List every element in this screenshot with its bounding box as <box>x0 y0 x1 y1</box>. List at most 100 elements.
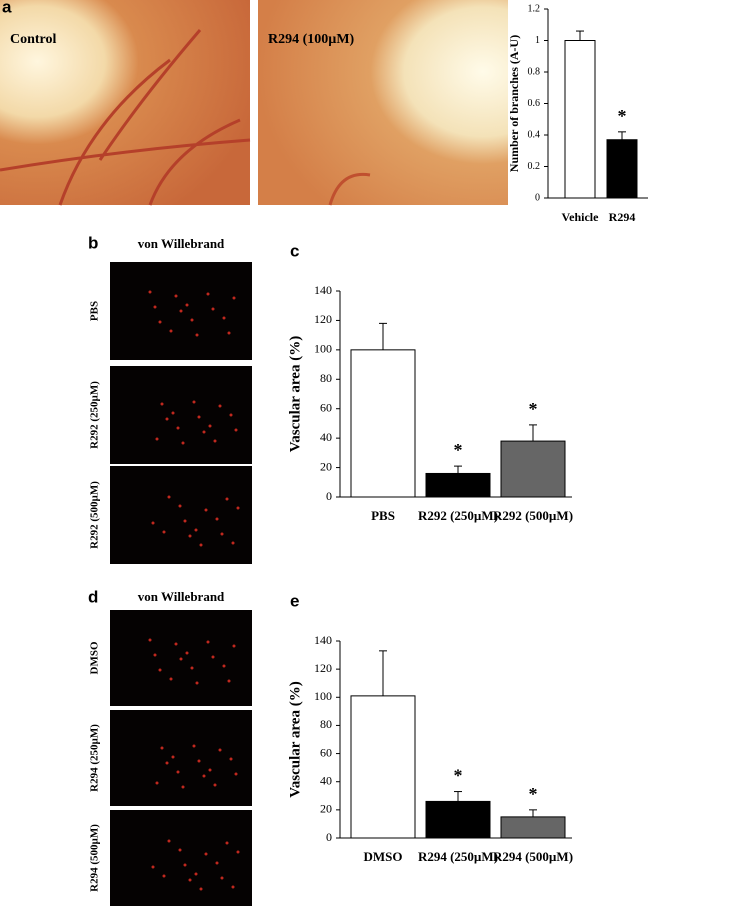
y-axis-label: Number of branches (A-U) <box>507 35 521 172</box>
stain <box>167 839 171 843</box>
x-tick-label: DMSO <box>364 849 403 864</box>
vessels <box>328 172 371 206</box>
stain <box>169 329 173 333</box>
y-tick-label: 120 <box>314 661 332 675</box>
stain <box>167 495 171 499</box>
panel-letter: d <box>88 587 98 606</box>
row-label: R294 (500µM) <box>89 824 101 892</box>
y-tick-label: 0.4 <box>528 129 541 140</box>
annotation: * <box>529 784 538 804</box>
stain <box>204 852 208 856</box>
stain <box>236 506 240 510</box>
y-tick-label: 100 <box>314 689 332 703</box>
y-tick-label: 120 <box>314 312 332 326</box>
photo-r294 <box>258 0 508 205</box>
stain <box>153 305 157 309</box>
image-label: Control <box>10 32 57 47</box>
stain <box>206 292 210 296</box>
annotation: * <box>529 399 538 419</box>
stain <box>174 294 178 298</box>
y-tick-label: 60 <box>320 400 332 414</box>
stain <box>155 437 159 441</box>
stain <box>192 400 196 404</box>
bar <box>500 816 566 839</box>
y-tick-label: 100 <box>314 342 332 356</box>
stain <box>232 296 236 300</box>
bar <box>425 800 491 839</box>
panel-letter: b <box>88 233 98 252</box>
stain <box>231 885 235 889</box>
stain <box>165 761 169 765</box>
stain <box>213 439 217 443</box>
stain <box>183 863 187 867</box>
y-tick-label: 1 <box>535 35 540 46</box>
y-tick-label: 20 <box>320 459 332 473</box>
stain <box>160 746 164 750</box>
micrograph <box>110 810 252 906</box>
photo-control <box>0 0 250 205</box>
bar <box>350 695 416 839</box>
bar <box>350 349 416 498</box>
stain <box>162 530 166 534</box>
stain <box>194 528 198 532</box>
stain <box>178 848 182 852</box>
x-tick-label: R294 (250µM) <box>418 849 498 864</box>
stain <box>199 887 203 891</box>
stain <box>195 681 199 685</box>
stain <box>171 755 175 759</box>
row-label: PBS <box>89 301 101 321</box>
stain <box>218 404 222 408</box>
stain <box>165 417 169 421</box>
stain <box>195 333 199 337</box>
stain <box>183 519 187 523</box>
row-label: R292 (500µM) <box>89 481 101 549</box>
y-tick-label: 40 <box>320 773 332 787</box>
stain <box>192 744 196 748</box>
row-label: R294 (250µM) <box>89 724 101 792</box>
stain <box>148 638 152 642</box>
stain <box>194 872 198 876</box>
y-axis-label: Vascular area (%) <box>287 336 303 452</box>
stain <box>155 781 159 785</box>
row-label: DMSO <box>89 641 101 674</box>
stain <box>197 415 201 419</box>
stain <box>188 878 192 882</box>
bar <box>500 440 566 498</box>
micrograph <box>110 366 252 464</box>
stain <box>215 517 219 521</box>
stain <box>185 651 189 655</box>
y-tick-label: 1.2 <box>528 3 541 14</box>
row-label: R292 (250µM) <box>89 381 101 449</box>
stain <box>211 655 215 659</box>
y-tick-label: 80 <box>320 371 332 385</box>
annotation: * <box>454 440 463 460</box>
stain <box>151 521 155 525</box>
stain <box>234 772 238 776</box>
stain <box>222 316 226 320</box>
bar <box>425 472 491 498</box>
stain <box>190 666 194 670</box>
panel-letter: a <box>2 0 12 16</box>
x-tick-label: R292 (250µM) <box>418 508 498 523</box>
micrograph <box>110 466 252 564</box>
y-tick-label: 0.6 <box>528 98 541 109</box>
y-tick-label: 20 <box>320 802 332 816</box>
stain <box>171 411 175 415</box>
stain <box>236 850 240 854</box>
stain <box>231 541 235 545</box>
y-tick-label: 40 <box>320 430 332 444</box>
stain <box>178 504 182 508</box>
stain <box>227 331 231 335</box>
stain <box>215 861 219 865</box>
stain <box>179 657 183 661</box>
stain <box>232 644 236 648</box>
x-tick-label: R292 (500µM) <box>493 508 573 523</box>
x-tick-label: R294 <box>609 210 636 224</box>
y-tick-label: 0.8 <box>528 66 541 77</box>
stain <box>225 841 229 845</box>
bar <box>606 139 638 199</box>
x-tick-label: PBS <box>371 508 395 523</box>
panel-letter: c <box>290 241 299 260</box>
stain <box>234 428 238 432</box>
stain <box>181 441 185 445</box>
